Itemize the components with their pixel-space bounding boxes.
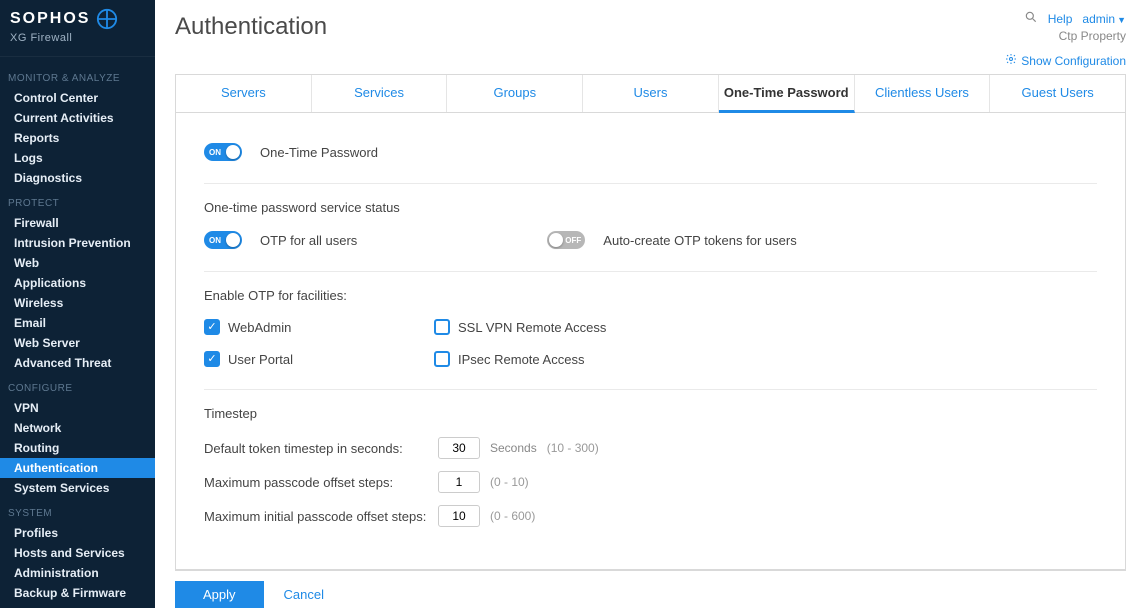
brand-block: SOPHOS XG Firewall: [0, 0, 155, 57]
auto-create-tokens-toggle[interactable]: OFF: [547, 231, 585, 249]
toggle-on-text: ON: [209, 236, 221, 245]
chevron-down-icon: ▼: [1117, 15, 1126, 25]
search-icon[interactable]: [1024, 10, 1038, 27]
tab-users[interactable]: Users: [583, 75, 719, 112]
facility-label: IPsec Remote Access: [458, 352, 584, 367]
default-timestep-range: (10 - 300): [547, 441, 599, 455]
help-link[interactable]: Help: [1048, 12, 1073, 26]
show-configuration-label: Show Configuration: [1021, 54, 1126, 68]
nav-item-current-activities[interactable]: Current Activities: [0, 108, 155, 128]
facility-row: User Portal: [204, 345, 434, 373]
tab-services[interactable]: Services: [312, 75, 448, 112]
max-offset-input[interactable]: [438, 471, 480, 493]
nav-item-diagnostics[interactable]: Diagnostics: [0, 168, 155, 188]
nav-item-system-services[interactable]: System Services: [0, 478, 155, 498]
toggle-on-text: ON: [209, 148, 221, 157]
nav-item-administration[interactable]: Administration: [0, 563, 155, 583]
tenant-name: Ctp Property: [1024, 29, 1126, 43]
nav-item-network[interactable]: Network: [0, 418, 155, 438]
divider: [204, 183, 1097, 184]
nav-item-authentication[interactable]: Authentication: [0, 458, 155, 478]
service-status-heading: One-time password service status: [204, 200, 1097, 215]
facility-row: WebAdmin: [204, 313, 434, 341]
nav-item-reports[interactable]: Reports: [0, 128, 155, 148]
facility-row: IPsec Remote Access: [434, 345, 734, 373]
nav-item-wireless[interactable]: Wireless: [0, 293, 155, 313]
facility-checkbox-ssl-vpn-remote-access[interactable]: [434, 319, 450, 335]
nav-item-hosts-and-services[interactable]: Hosts and Services: [0, 543, 155, 563]
otp-master-toggle[interactable]: ON: [204, 143, 242, 161]
facilities-grid: WebAdmin SSL VPN Remote Access User Portal…: [204, 313, 1097, 373]
toggle-off-text: OFF: [565, 236, 581, 245]
nav-item-vpn[interactable]: VPN: [0, 398, 155, 418]
facility-label: SSL VPN Remote Access: [458, 320, 606, 335]
nav-item-logs[interactable]: Logs: [0, 148, 155, 168]
show-configuration-link[interactable]: Show Configuration: [155, 53, 1146, 68]
nav-item-profiles[interactable]: Profiles: [0, 523, 155, 543]
nav-item-control-center[interactable]: Control Center: [0, 88, 155, 108]
auto-create-tokens-label: Auto-create OTP tokens for users: [603, 233, 796, 248]
facility-label: User Portal: [228, 352, 293, 367]
main: Authentication Help admin▼ Ctp Property …: [155, 0, 1146, 608]
nav-item-applications[interactable]: Applications: [0, 273, 155, 293]
facility-row: SSL VPN Remote Access: [434, 313, 734, 341]
max-initial-offset-input[interactable]: [438, 505, 480, 527]
max-initial-offset-label: Maximum initial passcode offset steps:: [204, 509, 438, 524]
divider: [204, 389, 1097, 390]
tab-one-time-password[interactable]: One-Time Password: [719, 75, 855, 113]
brand-product: XG Firewall: [10, 32, 145, 44]
nav-section-title: SYSTEM: [0, 498, 155, 523]
apply-button[interactable]: Apply: [175, 581, 264, 608]
user-name: admin: [1082, 12, 1115, 26]
tab-clientless-users[interactable]: Clientless Users: [855, 75, 991, 112]
max-offset-range: (0 - 10): [490, 475, 529, 489]
tab-guest-users[interactable]: Guest Users: [990, 75, 1125, 112]
nav-item-web-server[interactable]: Web Server: [0, 333, 155, 353]
divider: [204, 271, 1097, 272]
topbar: Authentication Help admin▼ Ctp Property: [155, 0, 1146, 47]
tab-servers[interactable]: Servers: [176, 75, 312, 112]
brand-logo-icon: [96, 8, 118, 30]
nav-item-firewall[interactable]: Firewall: [0, 213, 155, 233]
nav-item-advanced-threat[interactable]: Advanced Threat: [0, 353, 155, 373]
facilities-heading: Enable OTP for facilities:: [204, 288, 1097, 303]
nav-section-title: MONITOR & ANALYZE: [0, 63, 155, 88]
tabs: ServersServicesGroupsUsersOne-Time Passw…: [175, 74, 1126, 113]
timestep-heading: Timestep: [204, 406, 1097, 421]
nav-item-intrusion-prevention[interactable]: Intrusion Prevention: [0, 233, 155, 253]
gear-icon: [1005, 53, 1017, 68]
sidebar: SOPHOS XG Firewall MONITOR & ANALYZECont…: [0, 0, 155, 608]
otp-all-users-toggle[interactable]: ON: [204, 231, 242, 249]
tab-groups[interactable]: Groups: [447, 75, 583, 112]
nav-item-routing[interactable]: Routing: [0, 438, 155, 458]
otp-master-label: One-Time Password: [260, 145, 378, 160]
default-timestep-label: Default token timestep in seconds:: [204, 441, 438, 456]
topbar-right: Help admin▼ Ctp Property: [1024, 10, 1126, 43]
facility-checkbox-user-portal[interactable]: [204, 351, 220, 367]
facility-checkbox-ipsec-remote-access[interactable]: [434, 351, 450, 367]
footer: Apply Cancel: [175, 570, 1126, 608]
page-title: Authentication: [175, 13, 327, 41]
user-menu[interactable]: admin▼: [1082, 12, 1126, 26]
max-initial-offset-range: (0 - 600): [490, 509, 535, 523]
nav-item-backup-firmware[interactable]: Backup & Firmware: [0, 583, 155, 603]
nav-item-web[interactable]: Web: [0, 253, 155, 273]
facility-checkbox-webadmin[interactable]: [204, 319, 220, 335]
cancel-button[interactable]: Cancel: [284, 587, 324, 602]
content-panel: ON One-Time Password One-time password s…: [175, 113, 1126, 570]
nav-item-email[interactable]: Email: [0, 313, 155, 333]
brand-name: SOPHOS: [10, 10, 90, 28]
facility-label: WebAdmin: [228, 320, 291, 335]
default-timestep-unit: Seconds: [490, 441, 537, 455]
max-offset-label: Maximum passcode offset steps:: [204, 475, 438, 490]
nav-section-title: CONFIGURE: [0, 373, 155, 398]
otp-all-users-label: OTP for all users: [260, 233, 357, 248]
sidebar-nav: MONITOR & ANALYZEControl CenterCurrent A…: [0, 57, 155, 603]
default-timestep-input[interactable]: [438, 437, 480, 459]
nav-section-title: PROTECT: [0, 188, 155, 213]
